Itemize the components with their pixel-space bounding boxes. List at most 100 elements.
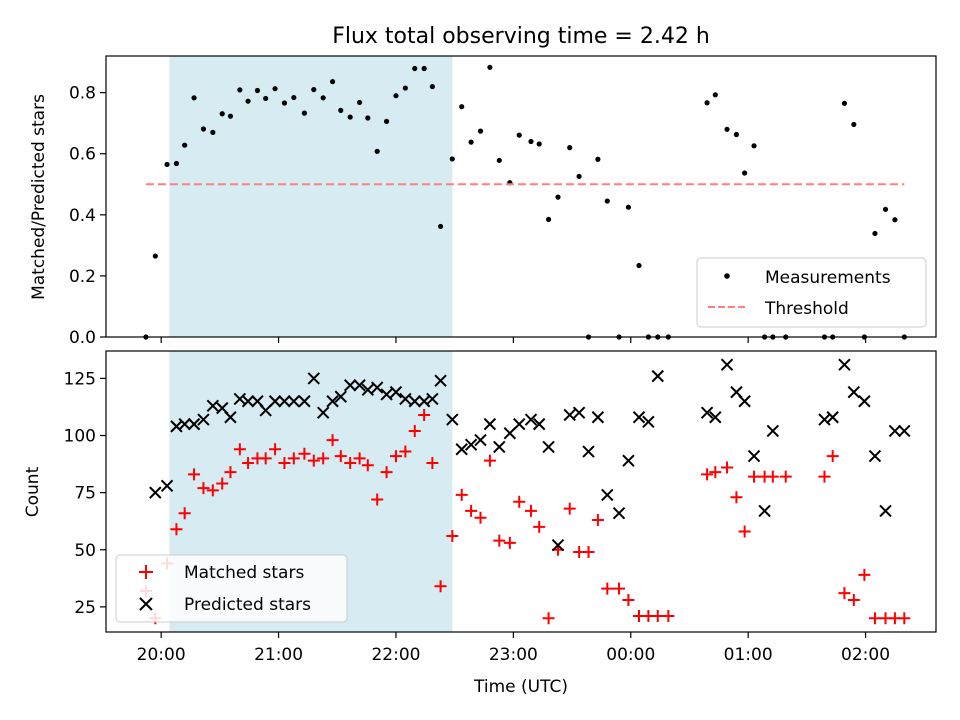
measurement-point <box>751 143 757 149</box>
bottom-xtick-label: 23:00 <box>489 645 538 665</box>
measurement-point <box>200 126 207 132</box>
matched-star-point <box>483 454 496 467</box>
predicted-star-point <box>612 506 626 520</box>
matched-star-point <box>426 456 439 469</box>
predicted-star-point <box>503 427 517 440</box>
measurement-point <box>576 173 582 179</box>
predicted-star-point <box>632 411 646 424</box>
measurement-point <box>851 121 857 128</box>
matched-star-point <box>582 546 595 559</box>
predicted-star-point <box>601 488 614 502</box>
predicted-star-point <box>898 424 911 438</box>
predicted-star-point <box>474 433 487 447</box>
matched-star-point <box>847 594 860 607</box>
matched-star-point <box>317 452 330 465</box>
measurement-point <box>383 118 390 124</box>
matched-star-point <box>298 447 311 460</box>
predicted-star-point <box>399 392 412 406</box>
predicted-star-point <box>513 417 526 431</box>
measurement-point <box>841 100 848 106</box>
bottom-legend: Matched stars Predicted stars <box>115 554 348 623</box>
bottom-legend-box <box>115 554 348 623</box>
top-ytick-label: 0.0 <box>69 328 96 348</box>
bottom-xtick-label: 22:00 <box>371 645 420 665</box>
legend-threshold-label: Threshold <box>764 299 849 319</box>
top-legend-box <box>696 257 927 328</box>
matched-star-point <box>738 525 751 538</box>
measurement-point <box>210 129 216 135</box>
measurement-point <box>712 92 718 98</box>
matched-star-point <box>533 520 546 533</box>
top-x-ticks <box>160 337 867 343</box>
matched-star-point <box>730 491 743 504</box>
matched-star-point <box>197 482 210 495</box>
measurement-point <box>374 148 380 154</box>
measurement-point <box>291 94 297 101</box>
predicted-star-point <box>651 369 664 383</box>
predicted-star-point <box>278 395 291 408</box>
matched-star-point <box>542 612 555 625</box>
measurement-point <box>555 194 561 200</box>
predicted-star-point <box>149 486 162 499</box>
matched-star-point <box>446 530 459 543</box>
measurement-point <box>595 156 601 162</box>
matched-star-point <box>701 468 714 481</box>
measurement-point <box>152 253 158 259</box>
matched-star-point <box>513 495 526 508</box>
predicted-star-point <box>259 404 272 417</box>
measurement-point <box>449 156 455 162</box>
matched-star-point <box>326 434 339 447</box>
bottom-ytick-label: 100 <box>64 427 96 447</box>
matched-star-point <box>353 452 366 465</box>
matched-star-point <box>493 534 506 547</box>
predicted-star-point <box>455 443 468 456</box>
predicted-star-point <box>622 454 635 467</box>
measurement-point <box>338 107 344 113</box>
measurement-point <box>237 87 243 93</box>
measurement-point <box>882 206 889 212</box>
legend-predicted-marker <box>139 597 153 611</box>
predicted-star-point <box>464 438 478 451</box>
predicted-star-point <box>206 399 220 413</box>
top-ytick-label: 0.4 <box>69 206 96 226</box>
matched-star-point <box>287 452 300 465</box>
matched-star-point <box>898 612 911 625</box>
measurement-point <box>468 139 474 145</box>
predicted-star-point <box>380 388 393 401</box>
top-shaded-span <box>169 56 453 337</box>
bottom-panel: 25 50 75 100 125 20:00 21:00 22:00 23:00 00:00 01… <box>23 350 937 697</box>
measurement-point <box>254 87 261 94</box>
predicted-star-point <box>563 408 576 422</box>
measurement-point <box>356 99 363 106</box>
bottom-x-axis-label: Time (UTC) <box>473 677 568 697</box>
predicted-star-point <box>389 385 403 399</box>
matched-star-point <box>259 452 272 465</box>
legend-matched-label: Matched stars <box>184 563 304 583</box>
matched-star-point <box>380 466 393 479</box>
predicted-star-point <box>361 383 375 397</box>
measurement-point <box>487 64 493 70</box>
matched-star-point <box>563 502 576 515</box>
matched-star-point <box>178 507 191 520</box>
predicted-star-point <box>307 372 321 385</box>
measurement-point <box>245 98 251 104</box>
matched-star-point <box>524 504 537 517</box>
predicted-star-point <box>241 395 255 408</box>
predicted-star-point <box>700 406 714 419</box>
measurement-point <box>459 104 465 110</box>
predicted-star-point <box>868 449 882 463</box>
measurement-point <box>263 95 269 102</box>
predicted-star-point <box>446 413 459 426</box>
predicted-star-point <box>353 379 366 392</box>
legend-measurements-label: Measurements <box>765 268 891 288</box>
predicted-star-point <box>826 411 839 424</box>
matched-star-point <box>224 466 237 479</box>
predicted-star-point <box>434 374 447 387</box>
predicted-star-point <box>334 390 348 403</box>
top-y-ticks: 0.0 0.2 0.4 0.6 0.8 <box>69 84 106 348</box>
predicted-star-point <box>187 417 201 431</box>
bottom-ytick-label: 75 <box>74 484 96 504</box>
predicted-star-point <box>847 385 861 399</box>
predicted-star-point <box>591 411 605 424</box>
